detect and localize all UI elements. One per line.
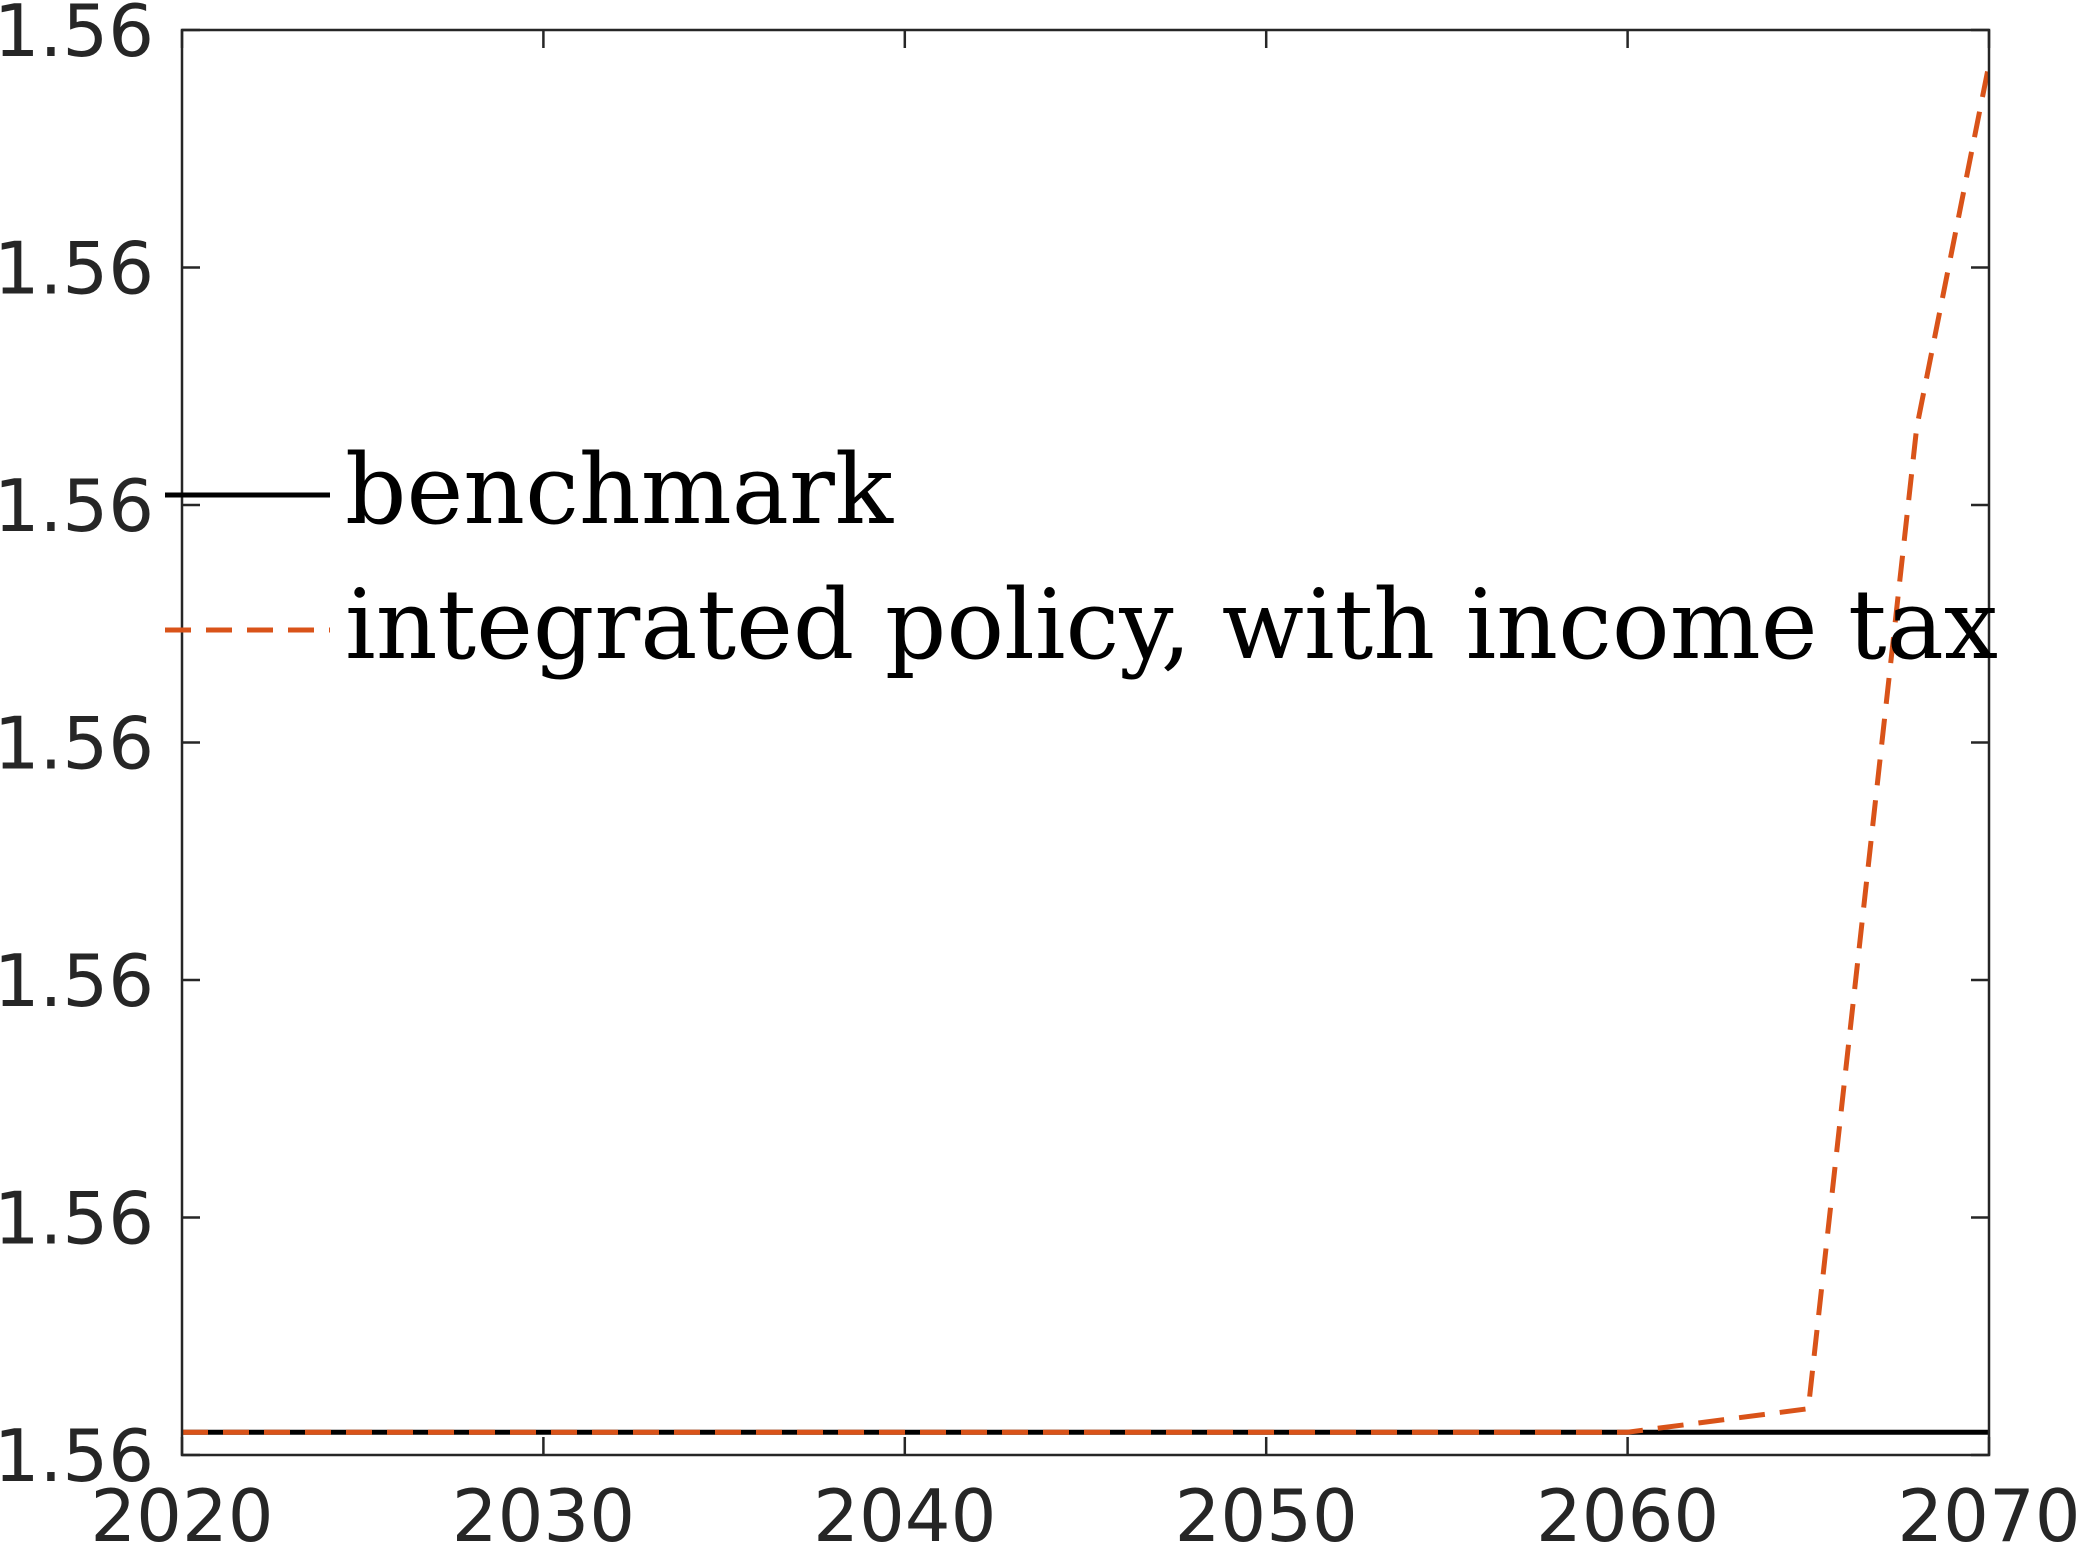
y-tick-label: 1.56	[0, 1414, 154, 1498]
x-tick-label: 2020	[90, 1474, 273, 1553]
y-tick-label: 1.56	[0, 0, 154, 73]
y-tick-label: 1.56	[0, 227, 154, 311]
x-tick-label: 2060	[1536, 1474, 1719, 1553]
legend-label: benchmark	[345, 434, 894, 546]
x-tick-label: 2070	[1897, 1474, 2079, 1553]
y-tick-label: 1.56	[0, 702, 154, 786]
y-tick-label: 1.56	[0, 939, 154, 1023]
x-tick-label: 2040	[813, 1474, 996, 1553]
y-tick-label: 1.56	[0, 1177, 154, 1261]
legend: benchmark integrated policy, with income …	[165, 434, 1998, 681]
x-tick-label: 2030	[452, 1474, 635, 1553]
legend-label: integrated policy, with income tax	[345, 569, 1998, 681]
y-tick-label: 1.56	[0, 464, 154, 548]
series-layer	[182, 63, 1992, 1435]
series-line-integrated-policy	[182, 63, 1992, 1435]
x-tick-label: 2050	[1175, 1474, 1358, 1553]
